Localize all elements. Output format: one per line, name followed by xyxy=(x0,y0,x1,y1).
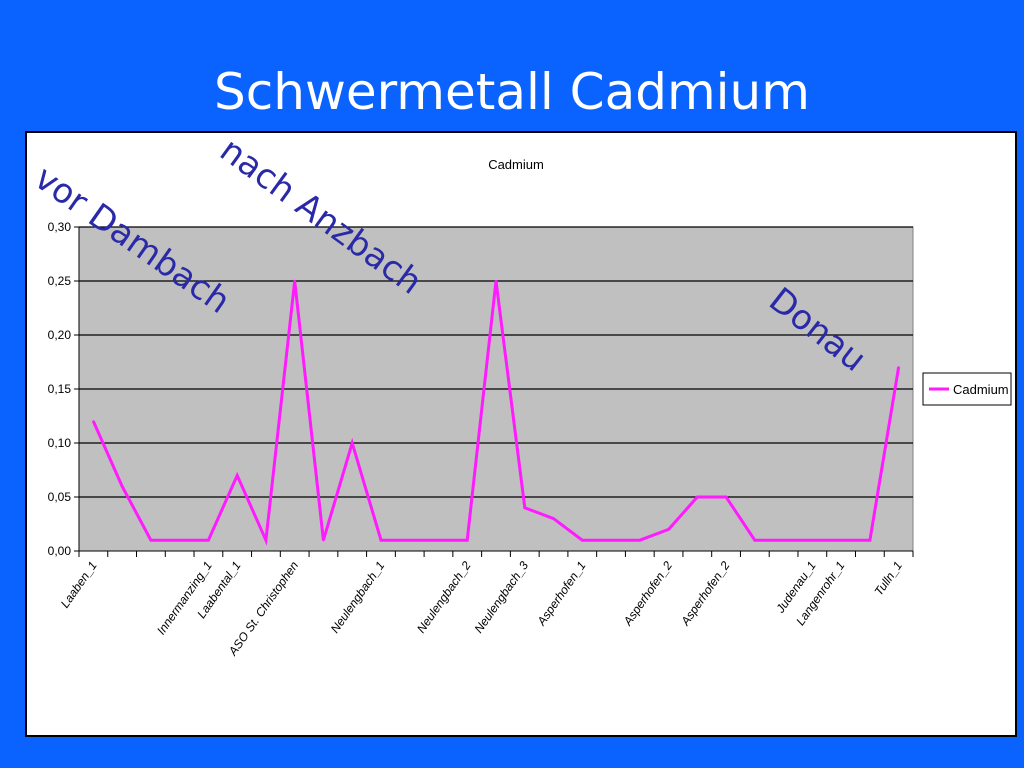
cadmium-line-chart: Cadmium 0,00 0,05 0,10 0,15 0,20 0,25 0,30 Laabe… xyxy=(48,157,1012,659)
data-point xyxy=(293,279,296,283)
data-point xyxy=(581,539,584,542)
data-point xyxy=(494,279,498,283)
x-tick-label: Neulengbach_2 xyxy=(414,558,474,635)
x-tick-label: Asperhofen_1 xyxy=(534,559,589,629)
y-tick-label: 0,05 xyxy=(48,490,72,504)
data-point xyxy=(609,539,613,542)
legend-label: Cadmium xyxy=(953,382,1009,397)
x-tick-label: Asperhofen_2 xyxy=(620,558,675,628)
data-point xyxy=(437,539,440,542)
x-tick-label: Tulln_1 xyxy=(872,559,906,599)
data-point xyxy=(638,539,641,542)
data-point xyxy=(408,539,411,542)
y-tick-label: 0,00 xyxy=(48,544,72,558)
y-tick-label: 0,10 xyxy=(48,436,72,450)
data-point xyxy=(552,517,555,520)
data-point xyxy=(264,539,268,542)
data-point xyxy=(178,539,181,542)
x-tick-label: Neulengbach_3 xyxy=(472,558,532,635)
data-point xyxy=(207,539,210,542)
data-point xyxy=(868,539,872,542)
data-point xyxy=(753,539,757,542)
data-point xyxy=(696,495,699,499)
data-point xyxy=(811,539,814,542)
data-point xyxy=(322,539,325,542)
x-tick-label: Laaben_1 xyxy=(58,559,100,611)
data-point xyxy=(897,366,900,369)
slide-title: Schwermetall Cadmium xyxy=(214,63,810,121)
data-point xyxy=(667,528,670,531)
y-tick-label: 0,20 xyxy=(48,328,72,342)
chart-frame: Cadmium 0,00 0,05 0,10 0,15 0,20 0,25 0,30 Laabe… xyxy=(25,131,1017,737)
y-tick-label: 0,25 xyxy=(48,274,72,288)
y-tick-label: 0,15 xyxy=(48,382,72,396)
data-point xyxy=(149,539,153,542)
data-point xyxy=(92,420,95,423)
x-tick-label: Asperhofen_2 xyxy=(678,558,733,628)
data-point xyxy=(724,495,728,499)
data-point xyxy=(120,485,124,488)
data-point xyxy=(523,506,526,509)
y-tick-label: 0,30 xyxy=(48,220,72,234)
data-point xyxy=(466,539,469,542)
data-point xyxy=(782,539,785,542)
data-point xyxy=(839,539,843,542)
chart-title: Cadmium xyxy=(488,157,544,172)
data-point xyxy=(351,441,354,445)
data-point xyxy=(379,539,383,542)
data-point xyxy=(235,474,239,477)
x-tick-label: Neulengbach_1 xyxy=(328,559,388,636)
